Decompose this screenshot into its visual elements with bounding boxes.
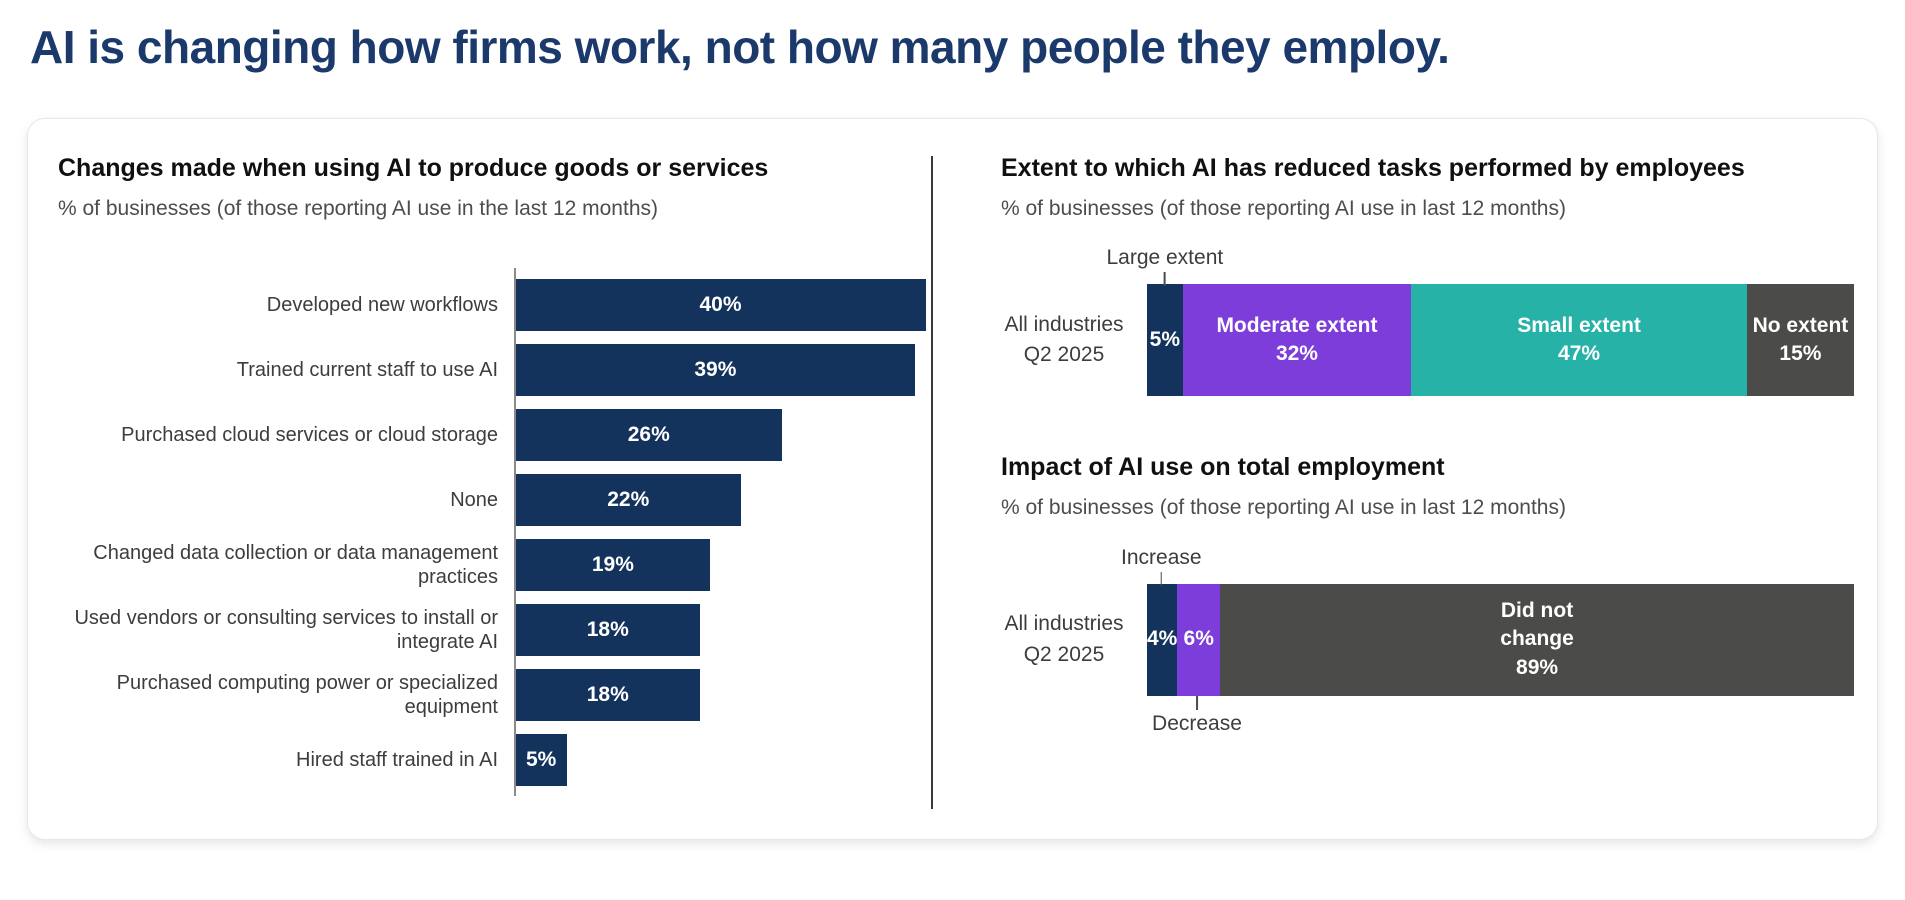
bar-track: 26%	[514, 408, 924, 461]
bar-track: 5%	[514, 733, 924, 786]
table-row: Trained current staff to use AI 39%	[58, 337, 924, 402]
callout-label: Increase	[1121, 545, 1202, 569]
segment-label-line: 47%	[1558, 342, 1601, 366]
employment-impact-chart: Impact of AI use on total employment % o…	[1001, 452, 1854, 739]
bar-category-label: Developed new workflows	[266, 293, 498, 316]
stacked-segment: Did not change 89%	[1220, 583, 1854, 696]
segment-label-line: 15%	[1779, 342, 1822, 366]
bar-category-label: None	[450, 488, 498, 511]
row-label-line: All industries	[1004, 612, 1124, 636]
callout-below: Decrease	[1152, 695, 1242, 736]
bar-track: 39%	[514, 343, 924, 396]
task-reduction-title: Extent to which AI has reduced tasks per…	[1001, 154, 1745, 182]
task-reduction-row-label: All industries Q2 2025	[1001, 310, 1147, 371]
segment-label-line: Did not	[1500, 599, 1574, 623]
stacked-segment: 4%	[1147, 583, 1178, 696]
bar: 39%	[515, 343, 916, 396]
bar-track: 18%	[514, 668, 924, 721]
row-label-line: Q2 2025	[1023, 642, 1105, 666]
bar-value-label: 39%	[694, 357, 737, 381]
table-row: Developed new workflows 40%	[58, 272, 926, 337]
segment-label-line: 89%	[1516, 655, 1559, 679]
segment-label-line: 5%	[1149, 328, 1181, 352]
left-bar-chart: Developed new workflows 40% Trained curren…	[58, 268, 926, 797]
callout-tick-line	[1160, 571, 1163, 586]
task-reduction-stacked-bar: 5% Moderate extent 32% Small extent 47% No ex…	[1147, 284, 1854, 397]
panel-divider	[931, 156, 933, 809]
left-chart-panel: Changes made when using AI to produce go…	[28, 119, 931, 797]
table-row: Purchased computing power or specialized…	[58, 662, 924, 727]
row-label-line: All industries	[1004, 312, 1124, 336]
bar-value-label: 18%	[586, 682, 629, 706]
bar: 40%	[515, 278, 926, 331]
callout-label: Large extent	[1106, 246, 1224, 270]
bar-track: 18%	[514, 603, 924, 656]
bar-track: 22%	[514, 473, 924, 526]
bar-value-label: 22%	[607, 487, 650, 511]
bar-track: 19%	[514, 538, 924, 591]
bar-value-label: 5%	[525, 747, 557, 771]
row-label-line: Q2 2025	[1023, 343, 1105, 367]
task-reduction-chart: Extent to which AI has reduced tasks per…	[1001, 153, 1854, 397]
bar: 18%	[515, 668, 700, 721]
task-reduction-subtitle: % of businesses (of those reporting AI u…	[1001, 197, 1566, 220]
bar-value-label: 19%	[591, 552, 634, 576]
stacked-segment: 5%	[1147, 284, 1183, 397]
bar: 22%	[515, 473, 741, 526]
bar: 26%	[515, 408, 782, 461]
callout-label: Decrease	[1152, 711, 1242, 735]
bar-category-label: Purchased cloud services or cloud storag…	[121, 423, 498, 446]
left-chart-title: Changes made when using AI to produce go…	[58, 154, 769, 182]
bar-value-label: 18%	[586, 617, 629, 641]
bar-value-label: 40%	[699, 292, 742, 316]
stacked-segment: Moderate extent 32%	[1182, 284, 1412, 397]
employment-impact-subtitle: % of businesses (of those reporting AI u…	[1001, 496, 1566, 520]
bar-category-label: Purchased computing power or specialized…	[116, 671, 498, 718]
right-charts-panel: Extent to which AI has reduced tasks per…	[1001, 119, 1854, 740]
stacked-segment: Small extent 47%	[1411, 284, 1747, 397]
stacked-segment: No extent 15%	[1746, 284, 1854, 397]
bar: 18%	[515, 603, 700, 656]
page-title: AI is changing how firms work, not how m…	[30, 21, 1450, 73]
employment-impact-callout-row-below: Decrease	[1147, 695, 1854, 740]
charts-card: Changes made when using AI to produce go…	[27, 118, 1878, 840]
employment-impact-title: Impact of AI use on total employment	[1001, 453, 1445, 482]
bar-value-label: 26%	[627, 422, 670, 446]
task-reduction-bar-row: All industries Q2 2025 5% Moderate extent 3…	[1001, 284, 1854, 397]
segment-label-line: change	[1500, 627, 1574, 651]
bar: 5%	[515, 733, 567, 786]
segment-label-line: No extent	[1752, 313, 1849, 337]
left-chart-subtitle: % of businesses (of those reporting AI u…	[58, 197, 658, 220]
bar-category-label: Changed data collection or data manageme…	[93, 541, 498, 588]
segment-label-line: Moderate extent	[1216, 313, 1378, 337]
segment-label-line: Small extent	[1517, 313, 1641, 337]
bar-track: 40%	[514, 278, 926, 331]
table-row: Used vendors or consulting services to i…	[58, 597, 924, 662]
callout-tick-line	[1164, 272, 1166, 287]
callout-above: Increase	[1121, 546, 1202, 586]
bar-category-label: Used vendors or consulting services to i…	[74, 606, 498, 653]
table-row: Changed data collection or data manageme…	[58, 532, 924, 597]
table-row: Hired staff trained in AI 5%	[58, 727, 924, 792]
left-chart-axis-line	[514, 268, 516, 797]
employment-impact-bar-row: All industries Q2 2025 4% 6% Did not change 8…	[1001, 583, 1854, 696]
segment-label-line: 4%	[1147, 627, 1178, 651]
bar-category-label: Trained current staff to use AI	[236, 358, 498, 381]
callout-above: Large extent	[1106, 246, 1224, 287]
employment-impact-callout-row-above: Increase	[1121, 546, 1854, 586]
table-row: None 22%	[58, 467, 924, 532]
task-reduction-callout-row: Large extent	[1106, 246, 1854, 287]
employment-impact-row-label: All industries Q2 2025	[1001, 609, 1147, 670]
bar-category-label: Hired staff trained in AI	[296, 748, 498, 771]
employment-impact-stacked-bar: 4% 6% Did not change 89%	[1147, 583, 1854, 696]
segment-label-line: 32%	[1275, 342, 1318, 366]
table-row: Purchased cloud services or cloud storag…	[58, 402, 924, 467]
segment-label-line: 6%	[1183, 627, 1214, 651]
callout-tick-line	[1196, 695, 1198, 710]
stacked-segment: 6%	[1177, 583, 1221, 696]
bar: 19%	[515, 538, 711, 591]
